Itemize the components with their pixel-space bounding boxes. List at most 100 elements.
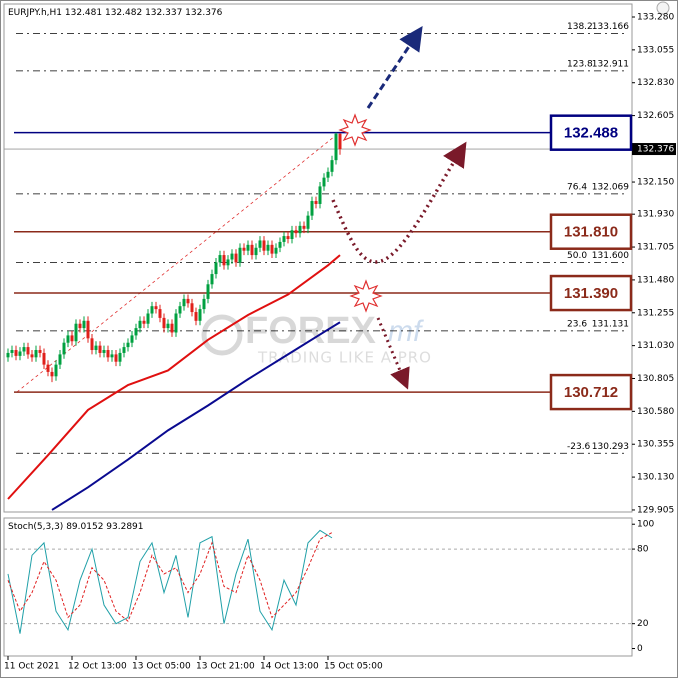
- stoch-panel: [3, 517, 633, 657]
- x-tick-label: 13 Oct 21:00: [196, 662, 255, 672]
- y-tick-label: 131.255: [637, 308, 674, 318]
- y-tick-label: 130.580: [637, 407, 674, 417]
- fib-value: 133.166: [592, 22, 629, 32]
- candle-body: [206, 284, 210, 299]
- main-panel: [3, 3, 633, 513]
- candle-body: [270, 244, 274, 254]
- candle-body: [122, 347, 126, 353]
- y-tick-label: 130.130: [637, 473, 674, 483]
- candle-body: [166, 323, 170, 329]
- ma-line: [51, 321, 341, 511]
- candle-body: [46, 364, 50, 372]
- candle-body: [174, 313, 178, 333]
- y-tick-label: 132.605: [637, 111, 674, 121]
- y-tick-label: 130.355: [637, 440, 674, 450]
- candle-body: [90, 338, 94, 351]
- y-tick-label: 131.030: [637, 341, 674, 351]
- candle-body: [110, 354, 114, 358]
- candle-body: [266, 244, 270, 251]
- fib-level: 138.2: [567, 22, 593, 32]
- candle-body: [306, 215, 310, 229]
- candle-body: [86, 320, 90, 339]
- ma-line: [7, 254, 341, 500]
- y-tick-label: 133.055: [637, 45, 674, 55]
- y-tick-label: 132.830: [637, 78, 674, 88]
- candle-body: [130, 335, 134, 343]
- candle-body: [226, 259, 230, 266]
- candle-body: [254, 247, 258, 256]
- candle-body: [194, 312, 198, 321]
- header-open: 132.481: [65, 8, 102, 18]
- candle-body: [330, 160, 334, 172]
- fib-value: 132.069: [592, 182, 629, 192]
- fib-value: 131.600: [592, 251, 629, 261]
- candle-body: [210, 274, 214, 285]
- burst: [349, 279, 383, 313]
- candle-body: [38, 350, 42, 353]
- candle-body: [22, 347, 26, 352]
- level-box: [549, 274, 633, 312]
- stoch-signal: [7, 532, 333, 623]
- candle-body: [250, 244, 254, 256]
- candle-body: [186, 298, 190, 304]
- candle-body: [302, 225, 306, 229]
- candle-body: [286, 236, 290, 240]
- candle-body: [182, 298, 186, 307]
- watermark-logo: [201, 314, 243, 356]
- candle-body: [334, 133, 338, 161]
- level-box: [549, 114, 633, 151]
- y-tick-label: 133.280: [637, 12, 674, 22]
- level-box: [549, 373, 633, 411]
- candle-body: [178, 306, 182, 314]
- candle-body: [278, 241, 282, 248]
- candle-body: [318, 186, 322, 204]
- candle-body: [230, 253, 234, 260]
- candle-body: [222, 255, 226, 266]
- candle-body: [26, 347, 30, 355]
- candle-body: [106, 350, 110, 358]
- x-tick-label: 13 Oct 05:00: [132, 662, 191, 672]
- stoch-signal-value: 93.2891: [106, 522, 143, 532]
- candle-body: [326, 171, 330, 178]
- header-close: 132.376: [185, 8, 222, 18]
- candle-body: [54, 364, 58, 377]
- fib-value: 130.293: [592, 442, 629, 452]
- arrow-up: [366, 26, 423, 109]
- candle-body: [142, 320, 146, 324]
- header-high: 132.482: [105, 8, 142, 18]
- candle-body: [202, 298, 206, 310]
- fib-level: 76.4: [567, 182, 587, 192]
- y-tick-label: 131.705: [637, 243, 674, 253]
- stoch-main-value: 89.0152: [66, 522, 103, 532]
- candle-body: [74, 323, 78, 342]
- level-label: 132.488: [564, 125, 618, 142]
- level-box: [549, 213, 633, 250]
- candle-body: [162, 317, 166, 329]
- candle-body: [118, 352, 122, 362]
- x-tick-label: 14 Oct 13:00: [260, 662, 319, 672]
- candle-body: [126, 342, 130, 348]
- x-tick-label: 15 Oct 05:00: [324, 662, 383, 672]
- candle-body: [34, 350, 38, 358]
- candle-body: [98, 345, 102, 353]
- window-button[interactable]: [656, 1, 670, 15]
- level-label: 130.712: [564, 384, 618, 401]
- candle-body: [258, 240, 262, 248]
- candle-body: [338, 133, 342, 150]
- candle-body: [6, 352, 10, 358]
- x-tick-label: 11 Oct 2021: [4, 662, 60, 672]
- candle-body: [190, 303, 194, 313]
- candle-body: [50, 371, 54, 377]
- stoch-tick-label: 0: [637, 644, 643, 654]
- candle-body: [322, 177, 326, 187]
- candle-body: [282, 236, 286, 242]
- candle-body: [94, 345, 98, 351]
- candle-body: [234, 253, 238, 263]
- header: EURJPY.h,H1 132.481 132.482 132.337 132.…: [8, 8, 223, 18]
- y-tick-label: 129.905: [637, 505, 674, 515]
- candle-body: [310, 201, 314, 216]
- stoch-header: Stoch(5,3,3) 89.0152 93.2891: [8, 522, 144, 532]
- stoch-tick-label: 100: [637, 520, 654, 530]
